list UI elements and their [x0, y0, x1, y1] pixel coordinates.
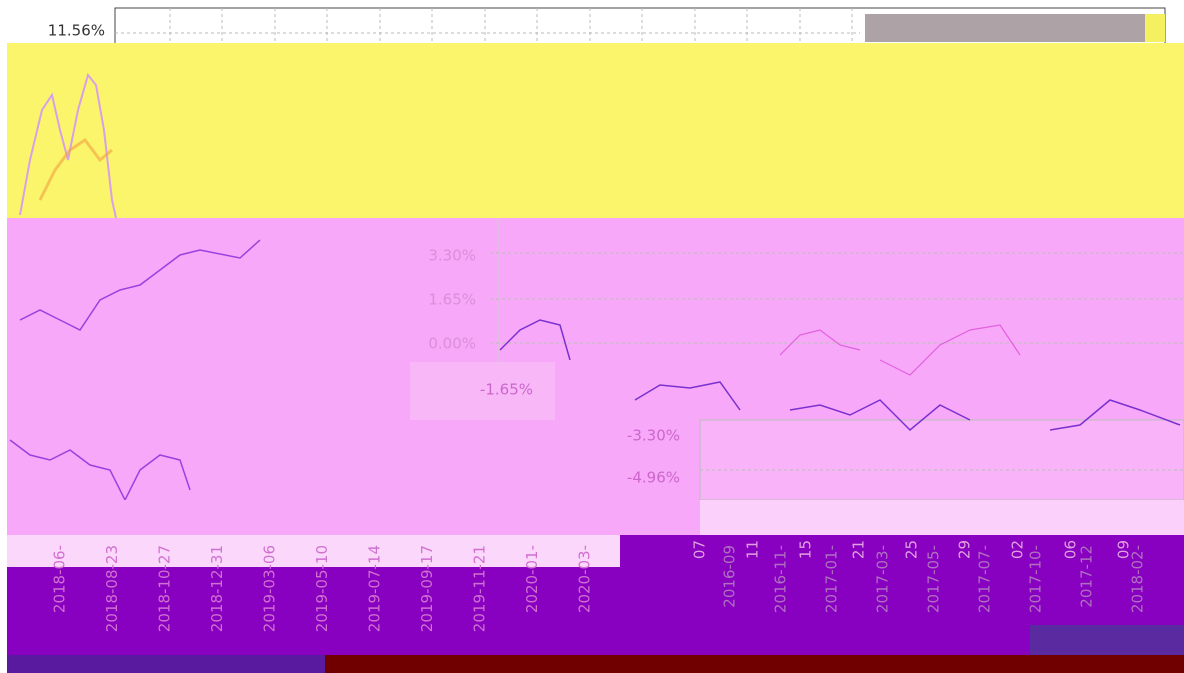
- x-tick-label: 07: [691, 540, 709, 559]
- date-strip: [7, 535, 620, 567]
- noise-line: [19, 72, 117, 219]
- x-tick-label: 2019-05-10: [313, 545, 331, 632]
- x-tick-label: 2019-11-21: [471, 545, 489, 632]
- noise-block: [865, 14, 1145, 42]
- x-tick-label: 2017-10-: [1027, 545, 1045, 613]
- pink-band: [7, 500, 700, 535]
- purple-band: [7, 567, 620, 655]
- y-tick-label: 0.00%: [428, 335, 476, 353]
- x-tick-label: 2018-12-31: [208, 545, 226, 632]
- x-tick-label: 2019-03-06: [261, 545, 279, 632]
- y-tick-label: 3.30%: [428, 247, 476, 265]
- pink-grid: [490, 252, 1184, 471]
- top-grid: [115, 8, 860, 44]
- x-tick-label: 2020-03-: [576, 545, 594, 613]
- y-tick-label: -1.65%: [480, 381, 533, 399]
- x-tick-label: 2016-09: [721, 545, 739, 608]
- x-tick-label: 2016-11-: [772, 545, 790, 613]
- noise-block: [1145, 14, 1165, 42]
- x-tick-label: 21: [850, 540, 868, 559]
- x-tick-label: 2018-08-23: [103, 545, 121, 632]
- noise-block: [7, 655, 325, 673]
- x-tick-label: 11: [744, 540, 762, 559]
- noise-line: [779, 324, 1021, 376]
- y-tick-label: 1.65%: [428, 291, 476, 309]
- left-dates: 2018-06- 2018-08-23 2018-10-27 2018-12-31 20…: [51, 545, 594, 632]
- x-tick-label: 2019-07-14: [366, 545, 384, 632]
- x-tick-label: 2017-05-: [925, 545, 943, 613]
- noise-line: [38, 137, 113, 201]
- x-tick-label: 02: [1009, 540, 1027, 559]
- x-tick-label: 2019-09-17: [418, 545, 436, 632]
- pink-band: [7, 218, 1184, 362]
- yellow-band: [7, 43, 1184, 219]
- noise-block: [1030, 625, 1184, 655]
- right-days: 07 11 15 21 25 29 02 06 09: [691, 540, 1133, 559]
- pink-box: [410, 362, 555, 420]
- right-dates: 2016-09 2016-11- 2017-01- 2017-03- 2017-05- 2…: [721, 545, 1147, 613]
- pink-band: [700, 500, 1184, 535]
- x-tick-label: 2018-10-27: [156, 545, 174, 632]
- noise-line: [9, 239, 261, 502]
- dark-band: [325, 655, 1184, 673]
- x-tick-label: 2020-01-: [523, 545, 541, 613]
- noise-line: [499, 319, 1181, 432]
- x-tick-label: 2018-06-: [51, 545, 69, 613]
- x-tick-label: 25: [903, 540, 921, 559]
- x-tick-label: 2017-07-: [976, 545, 994, 613]
- x-tick-label: 09: [1115, 540, 1133, 559]
- x-tick-label: 2017-03-: [874, 545, 892, 613]
- x-tick-label: 2017-12: [1078, 545, 1096, 608]
- x-tick-label: 29: [956, 540, 974, 559]
- inner-frame: [699, 419, 1184, 501]
- y-tick-label: -3.30%: [627, 427, 680, 445]
- x-tick-label: 06: [1062, 540, 1080, 559]
- y-tick-label: -4.96%: [627, 469, 680, 487]
- x-tick-label: 2018-02-: [1129, 545, 1147, 613]
- x-tick-label: 15: [797, 540, 815, 559]
- top-axis-label: 11.56%: [48, 22, 105, 40]
- x-tick-label: 2017-01-: [823, 545, 841, 613]
